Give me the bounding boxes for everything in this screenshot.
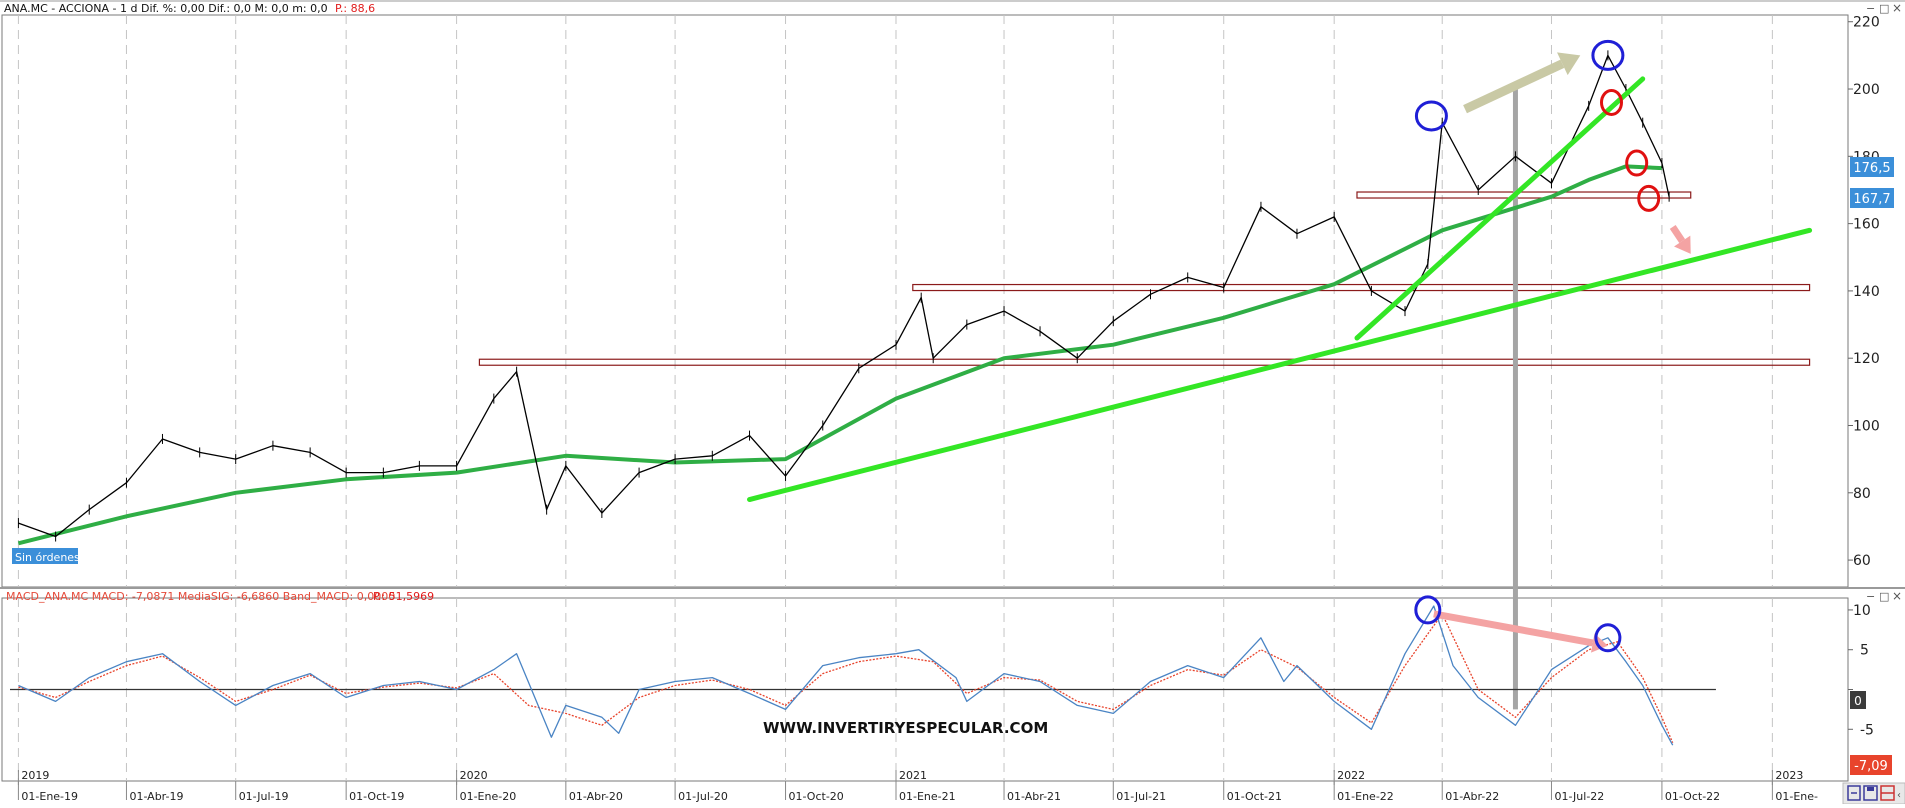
macd-header-price: P.: 51,5969	[373, 590, 434, 603]
macd-value-badge-label: -7,09	[1854, 759, 1888, 774]
ma200-line	[17, 164, 1662, 546]
uptrend-arrow-head	[1557, 52, 1581, 76]
x-tick-label: 01-Oct-20	[789, 790, 844, 803]
peak-circle	[1591, 39, 1625, 71]
main-header-price: P.: 88,6	[335, 2, 375, 15]
y-tick-label: 200	[1853, 82, 1880, 98]
macd-value-badge	[1850, 755, 1892, 775]
y-tick-label: 160	[1853, 217, 1880, 233]
uptrend-arrow	[1463, 59, 1565, 114]
trendline	[747, 227, 1813, 503]
x-tick-label: 01-Abr-21	[1007, 790, 1061, 803]
y-tick-label: 80	[1853, 486, 1871, 502]
x-tick-label: 01-Ene-	[1775, 790, 1818, 803]
macd-y-tick-label: 5	[1860, 643, 1869, 659]
downtrend-arrow-head	[1674, 235, 1691, 254]
x-tick-label: 01-Abr-19	[129, 790, 183, 803]
macd-signal-line	[18, 613, 1674, 744]
trendline	[1354, 76, 1646, 341]
price-badge-ma-label: 176,5	[1853, 161, 1890, 176]
x-tick-label: 01-Jul-21	[1116, 790, 1166, 803]
macd-minimize-icon[interactable]: −	[1866, 590, 1875, 603]
year-label: 2023	[1775, 769, 1803, 782]
x-tick-label: 01-Jul-20	[678, 790, 728, 803]
breakdown-circle	[1599, 88, 1623, 116]
resistance-zone	[1356, 191, 1692, 199]
x-tick-label: 01-Jul-22	[1554, 790, 1604, 803]
close-icon[interactable]: ×	[1892, 1, 1902, 15]
chart-type-icon[interactable]	[1847, 785, 1861, 801]
x-tick-label: 01-Ene-20	[460, 790, 517, 803]
x-tick-label: 01-Ene-21	[899, 790, 956, 803]
y-tick-label: 120	[1853, 351, 1880, 367]
x-tick-label: 01-Oct-22	[1665, 790, 1720, 803]
peak-circle	[1414, 100, 1448, 132]
x-tick-label: 01-Oct-19	[349, 790, 404, 803]
resistance-zone	[912, 283, 1811, 292]
layout-icon[interactable]	[1880, 785, 1895, 801]
orders-badge[interactable]	[12, 548, 78, 564]
price-badge-last	[1850, 188, 1894, 208]
macd-zero-badge-label: 0	[1854, 694, 1862, 708]
x-tick-label: 01-Oct-21	[1227, 790, 1282, 803]
price-badge-ma	[1850, 157, 1894, 177]
main-header-text: ANA.MC - ACCIONA - 1 d Dif. %: 0,00 Dif.…	[4, 2, 328, 15]
x-tick-label: 01-Abr-22	[1445, 790, 1499, 803]
scroll-left-icon[interactable]: ‹	[1897, 790, 1901, 801]
y-tick-label: 220	[1853, 15, 1880, 31]
orders-badge-label: Sin órdenes	[15, 551, 80, 564]
x-tick-label: 01-Abr-20	[569, 790, 623, 803]
macd-line	[18, 605, 1674, 746]
year-label: 2020	[460, 769, 488, 782]
price-badge-last-label: 167,7	[1853, 192, 1890, 207]
macd-y-tick-label: -5	[1860, 722, 1874, 738]
resistance-zone	[478, 358, 1811, 366]
x-tick-label: 01-Jul-19	[239, 790, 289, 803]
macd-peak-circle	[1414, 595, 1442, 625]
minimize-icon[interactable]: −	[1866, 2, 1875, 15]
macd-y-tick-label: 10	[1853, 603, 1871, 619]
macd-close-icon[interactable]: ×	[1892, 589, 1902, 603]
downtrend-arrow	[1669, 225, 1686, 244]
y-tick-label: 60	[1853, 553, 1871, 569]
x-tick-label: 01-Ene-22	[1337, 790, 1394, 803]
save-icon[interactable]	[1863, 785, 1878, 801]
price-line	[18, 54, 1670, 538]
restore-icon[interactable]: □	[1879, 2, 1889, 15]
macd-zero-badge	[1850, 691, 1866, 709]
y-tick-label: 140	[1853, 284, 1880, 300]
year-label: 2019	[21, 769, 49, 782]
x-tick-label: 01-Ene-19	[21, 790, 78, 803]
macd-divergence-arrow	[1433, 610, 1594, 647]
macd-restore-icon[interactable]: □	[1879, 590, 1889, 603]
watermark: WWW.INVERTIRYESPECULAR.COM	[763, 719, 1048, 737]
breakdown-circle	[1625, 149, 1649, 177]
year-label: 2021	[899, 769, 927, 782]
y-tick-label: 100	[1853, 418, 1880, 434]
macd-peak-circle	[1594, 623, 1622, 653]
year-label: 2022	[1337, 769, 1365, 782]
breakdown-circle	[1637, 184, 1661, 212]
macd-header-text: MACD_ANA.MC MACD: -7,0871 MediaSIG: -6,6…	[6, 590, 395, 603]
